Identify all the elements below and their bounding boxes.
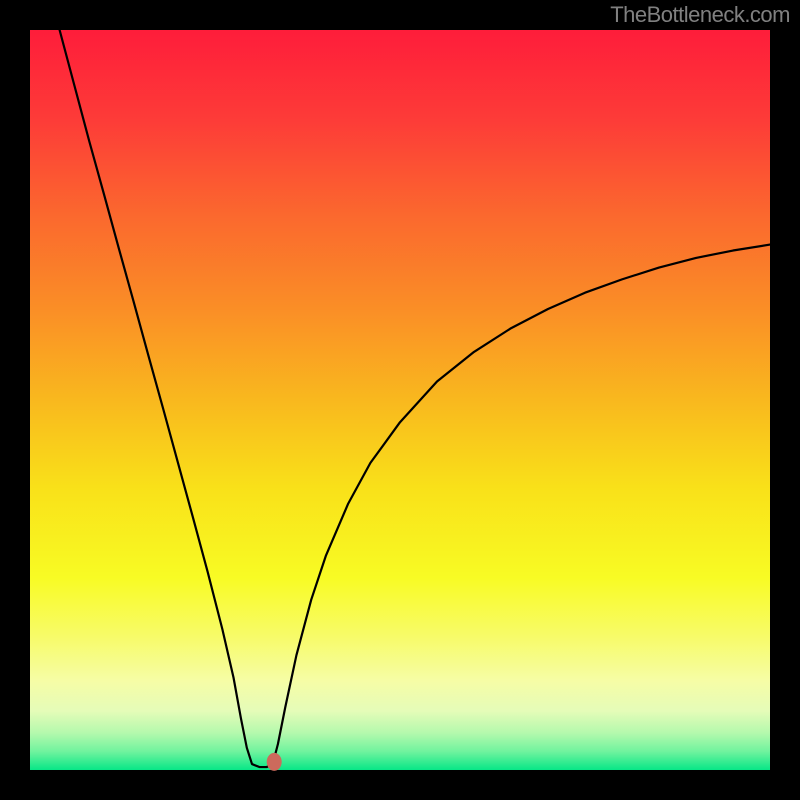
vertex-dot-marker	[267, 753, 282, 771]
chart-background-gradient	[30, 30, 770, 770]
watermark-text: TheBottleneck.com	[610, 2, 790, 28]
chart-frame: TheBottleneck.com	[0, 0, 800, 800]
bottleneck-chart	[0, 0, 800, 800]
